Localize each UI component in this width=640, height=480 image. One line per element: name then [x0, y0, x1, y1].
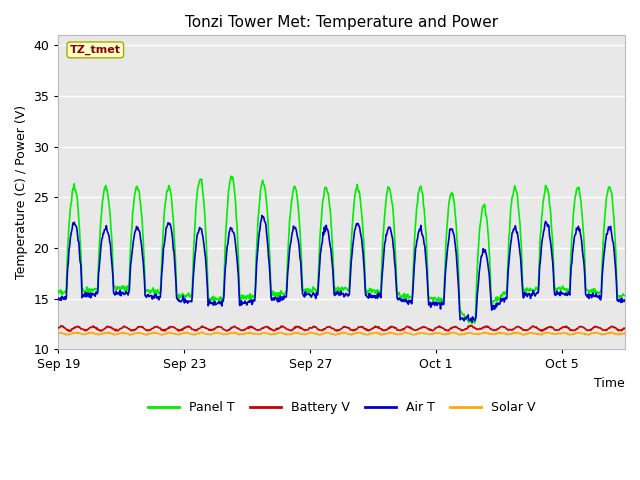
- Battery V: [260, 324, 268, 330]
- Battery V: [621, 326, 629, 332]
- Line: Solar V: Solar V: [58, 332, 625, 335]
- Solar V: [54, 330, 62, 336]
- Battery V: [538, 328, 546, 334]
- Y-axis label: Temperature (C) / Power (V): Temperature (C) / Power (V): [15, 105, 28, 279]
- Air T: [261, 219, 269, 225]
- Air T: [621, 299, 629, 304]
- Solar V: [261, 330, 269, 336]
- Battery V: [376, 325, 383, 331]
- Battery V: [188, 326, 196, 332]
- Line: Panel T: Panel T: [58, 176, 625, 323]
- Text: TZ_tmet: TZ_tmet: [70, 45, 121, 55]
- X-axis label: Time: Time: [595, 377, 625, 390]
- Solar V: [189, 332, 196, 337]
- Line: Air T: Air T: [58, 216, 625, 322]
- Panel T: [376, 291, 384, 297]
- Solar V: [400, 329, 408, 335]
- Air T: [258, 213, 266, 218]
- Title: Tonzi Tower Met: Temperature and Power: Tonzi Tower Met: Temperature and Power: [185, 15, 499, 30]
- Air T: [468, 319, 476, 325]
- Battery V: [75, 324, 83, 330]
- Panel T: [54, 288, 62, 294]
- Panel T: [513, 192, 521, 198]
- Solar V: [621, 330, 629, 336]
- Air T: [292, 225, 300, 230]
- Solar V: [513, 329, 521, 335]
- Solar V: [376, 330, 384, 336]
- Panel T: [261, 187, 269, 193]
- Battery V: [54, 325, 62, 331]
- Line: Battery V: Battery V: [58, 325, 625, 331]
- Legend: Panel T, Battery V, Air T, Solar V: Panel T, Battery V, Air T, Solar V: [143, 396, 541, 420]
- Solar V: [75, 330, 83, 336]
- Battery V: [513, 324, 520, 330]
- Panel T: [75, 215, 83, 220]
- Panel T: [188, 293, 196, 299]
- Battery V: [291, 324, 299, 330]
- Air T: [513, 229, 521, 235]
- Air T: [54, 295, 62, 301]
- Air T: [376, 292, 384, 298]
- Battery V: [468, 323, 476, 328]
- Panel T: [468, 320, 476, 326]
- Solar V: [292, 330, 300, 336]
- Panel T: [227, 173, 235, 179]
- Air T: [188, 299, 196, 305]
- Panel T: [621, 293, 629, 299]
- Air T: [75, 239, 83, 245]
- Solar V: [126, 332, 134, 338]
- Panel T: [292, 186, 300, 192]
